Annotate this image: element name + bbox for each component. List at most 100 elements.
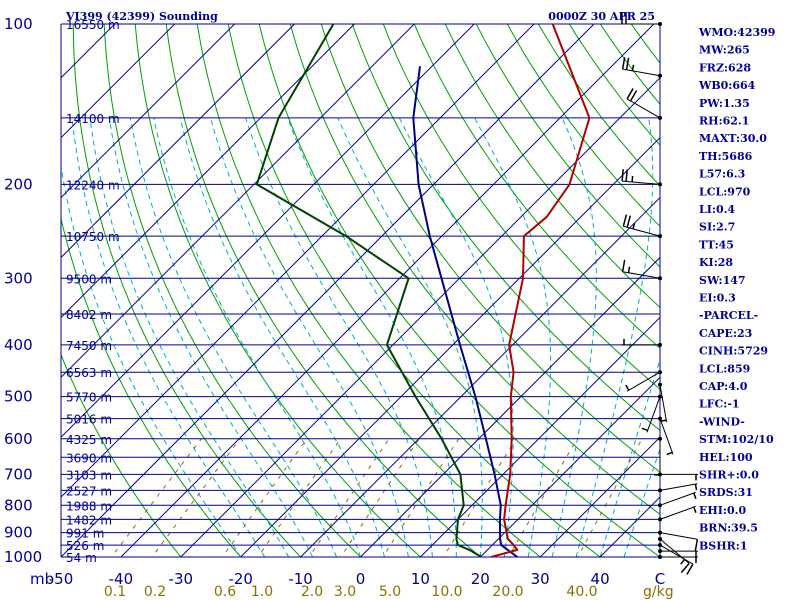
barb-flag [625, 57, 630, 70]
mixing-ratio-tick-label: 40.0 [566, 584, 597, 600]
mixing-ratio-unit-label: g/kg [643, 584, 674, 600]
wind-barb [625, 370, 662, 392]
dry-adiabat [258, 24, 660, 557]
dry-adiabat [61, 216, 242, 557]
dry-adiabat [134, 24, 422, 557]
height-label: 4325 m [66, 433, 112, 447]
height-label: 1988 m [66, 499, 112, 513]
temperature-tick-label: 10 [411, 570, 430, 588]
barb-flag [694, 539, 699, 552]
isotherm-line [539, 436, 660, 557]
pressure-tick-label: 1000 [4, 548, 42, 566]
temperature-line [412, 66, 518, 557]
barb-staff [622, 271, 661, 279]
index-label: -WIND- [699, 415, 745, 428]
barb-staff [622, 68, 661, 77]
grid-lines [61, 24, 660, 557]
dry-adiabat [165, 24, 482, 557]
temperature-tick-label: 0 [356, 570, 366, 588]
pressure-tick-label: 900 [4, 524, 33, 542]
moist-adiabat [551, 117, 597, 557]
mixing-ratio-line [577, 438, 643, 557]
moist-adiabat [129, 117, 337, 557]
barb-staff [659, 532, 698, 540]
pressure-tick-label: 600 [4, 430, 33, 448]
isotherm-line [61, 24, 475, 438]
pressure-tick-label: 500 [4, 388, 33, 406]
barb-half-flag [632, 222, 636, 230]
barb-flag [621, 57, 626, 70]
mixing-ratio-tick-label: 2.0 [301, 584, 323, 600]
barb-station [658, 436, 662, 441]
index-label: MW:265 [699, 44, 750, 57]
moist-adiabat [599, 357, 660, 557]
pressure-unit-label: mb [30, 570, 54, 588]
barb-half-flag [680, 559, 686, 565]
barb-station [658, 488, 662, 493]
barb-station [658, 543, 662, 548]
moist-adiabat [398, 117, 514, 557]
temperature-tick-label: -50 [49, 570, 74, 588]
barb-staff [622, 180, 661, 185]
height-label: 5770 m [66, 391, 112, 405]
barb-half-flag [631, 175, 634, 183]
isotherm-line [61, 24, 595, 557]
barb-half-flag [625, 384, 630, 391]
dry-adiabat [475, 24, 660, 268]
isotherm-line [61, 24, 296, 259]
barb-staff [626, 371, 661, 392]
index-label: SHR+:0.0 [699, 469, 759, 482]
height-label: 1482 m [66, 513, 112, 527]
mixing-ratio-line [340, 438, 420, 557]
height-label: 6563 m [66, 366, 112, 380]
isotherm-line [61, 24, 356, 319]
moist-adiabat [89, 117, 290, 557]
index-label: WMO:42399 [698, 26, 775, 39]
index-label: EI:0.3 [699, 292, 736, 305]
profile-lines [255, 24, 591, 557]
pressure-tick-label: 400 [4, 336, 33, 354]
dry-adiabat [103, 24, 362, 557]
index-label: KI:28 [699, 256, 733, 269]
temperature-tick-label: 30 [531, 570, 550, 588]
wind-barb [621, 57, 662, 78]
index-label: HEL:100 [699, 451, 753, 464]
mixing-ratio-line [151, 438, 241, 557]
wind-barb [658, 549, 698, 558]
barb-flag [626, 88, 634, 100]
barb-station [658, 537, 662, 541]
wind-barb [641, 394, 662, 433]
barb-station [658, 22, 662, 26]
dry-adiabat [61, 353, 182, 557]
chart-time: 0000Z 30 APR 25 [548, 10, 655, 23]
isotherm-line [180, 77, 660, 557]
barb-station [658, 115, 662, 120]
mixing-ratio-tick-label: 20.0 [492, 584, 523, 600]
temperature-tick-label: C [655, 570, 665, 588]
temperature-tick-label: -40 [109, 570, 134, 588]
barb-staff [623, 225, 661, 237]
temperature-tick-label: 20 [471, 570, 490, 588]
index-label: RH:62.1 [699, 115, 749, 128]
height-label: 7450 m [66, 339, 112, 353]
mixing-ratio-line [442, 438, 517, 557]
barb-station [658, 382, 662, 387]
wind-barb [622, 338, 662, 347]
barb-station [658, 517, 662, 522]
isotherm-line [61, 24, 535, 498]
wind-barb [622, 214, 662, 239]
height-label: 526 m [66, 539, 104, 553]
mixing-ratio-tick-label: 0.2 [144, 584, 166, 600]
height-label: 12240 m [66, 178, 120, 192]
wind-barb [626, 88, 662, 120]
barb-station [658, 416, 662, 421]
index-label: CAP:4.0 [699, 380, 748, 393]
moist-adiabat [209, 117, 409, 557]
mixing-ratio-line [221, 438, 308, 557]
wind-barb [658, 505, 697, 522]
wind-barb [658, 416, 674, 456]
mixing-ratio-tick-label: 0.1 [104, 584, 126, 600]
wind-barbs [621, 12, 699, 575]
temperature-tick-label: -10 [288, 570, 313, 588]
wind-barb [658, 537, 690, 574]
